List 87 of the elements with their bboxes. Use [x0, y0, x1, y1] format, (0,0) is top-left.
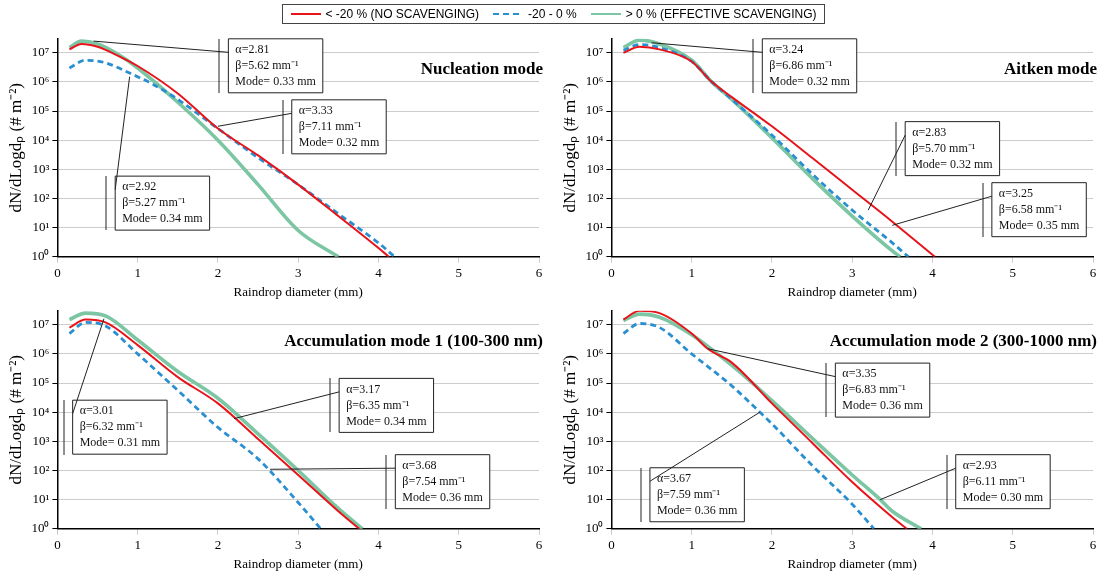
x-tick-label: 1 — [688, 537, 695, 553]
y-tick-label: 10⁰ — [585, 520, 604, 536]
x-axis-title: Raindrop diameter (mm) — [233, 283, 363, 299]
text: Accumulation mode 2 (300-1000 nm) — [829, 330, 1097, 350]
y-tick-label: 10¹ — [586, 491, 604, 507]
x-tick-label: 3 — [294, 537, 302, 553]
y-tick-label: 10⁴ — [31, 403, 50, 419]
y-tick-label: 10⁶ — [31, 345, 50, 361]
x-tick-label: 1 — [688, 265, 695, 281]
y-tick-label: 10³ — [586, 432, 604, 448]
x-tick-label: 5 — [455, 265, 462, 281]
y-axis-title: dN/dLogdₚ (# m⁻²) — [5, 83, 26, 213]
x-tick-label: 4 — [375, 265, 383, 281]
annotation: α=3.17 β=6.35 mm⁻¹ Mode= 0.34 mm — [346, 381, 428, 428]
x-tick-label: 5 — [455, 537, 462, 553]
x-tick-label: 2 — [768, 537, 776, 553]
y-tick-label: 10⁷ — [31, 316, 50, 332]
annotation: α=2.83 β=5.70 mm⁻¹ Mode= 0.32 mm — [912, 124, 994, 171]
y-tick-label: 10⁴ — [585, 403, 604, 419]
annotation: α=3.01 β=6.32 mm⁻¹ Mode= 0.31 mm — [79, 403, 161, 450]
y-tick-label: 10³ — [586, 160, 604, 176]
legend-label: -20 - 0 % — [527, 7, 577, 21]
x-tick-label: 1 — [134, 537, 141, 553]
annotation: α=3.68 β=7.54 mm⁻¹ Mode= 0.36 mm — [402, 457, 484, 504]
y-axis-title: dN/dLogdₚ (# m⁻²) — [5, 355, 26, 485]
y-tick-label: 10⁵ — [585, 102, 604, 118]
y-tick-label: 10¹ — [32, 491, 50, 507]
x-tick-label: 3 — [294, 265, 302, 281]
y-tick-label: 10¹ — [32, 219, 50, 235]
x-tick-label: 4 — [929, 537, 937, 553]
y-tick-label: 10⁷ — [585, 44, 604, 60]
legend-label: > 0 % (EFFECTIVE SCAVENGING) — [625, 7, 817, 21]
y-tick-label: 10⁰ — [31, 248, 50, 264]
y-tick-label: 10² — [586, 189, 604, 205]
x-tick-label: 3 — [848, 265, 856, 281]
x-tick-label: 1 — [134, 265, 141, 281]
text: Accumulation mode 1 (100-300 nm) — [284, 330, 543, 350]
x-tick-label: 0 — [608, 265, 615, 281]
x-tick-label: 0 — [54, 265, 61, 281]
annotation: α=3.33 β=7.11 mm⁻¹ Mode= 0.32 mm — [298, 103, 380, 149]
x-tick-label: 0 — [54, 537, 61, 553]
x-tick-label: 5 — [1009, 265, 1016, 281]
y-axis-title: dN/dLogdₚ (# m⁻²) — [559, 83, 580, 213]
annotation: α=2.92 β=5.27 mm⁻¹ Mode= 0.34 mm — [122, 179, 204, 226]
y-tick-label: 10⁰ — [31, 520, 50, 536]
y-tick-label: 10⁵ — [585, 374, 604, 390]
annotation: α=2.81 β=5.62 mm⁻¹ Mode= 0.33 mm — [235, 41, 317, 88]
annotation: α=2.93 β=6.11 mm⁻¹ Mode= 0.30 mm — [962, 457, 1044, 504]
x-tick-label: 6 — [535, 265, 543, 281]
annotation: α=3.67 β=7.59 mm⁻¹ Mode= 0.36 mm — [656, 470, 739, 517]
x-tick-label: 2 — [768, 265, 776, 281]
x-tick-label: 3 — [848, 537, 856, 553]
annotation: α=3.24 β=6.86 mm⁻¹ Mode= 0.32 mm — [769, 41, 851, 88]
y-tick-label: 10⁷ — [585, 316, 604, 332]
y-tick-label: 10² — [586, 461, 604, 477]
x-tick-label: 2 — [214, 537, 222, 553]
x-tick-label: 4 — [929, 265, 937, 281]
y-tick-label: 10⁶ — [585, 73, 604, 89]
x-axis-title: Raindrop diameter (mm) — [787, 555, 917, 571]
y-tick-label: 10⁵ — [31, 374, 50, 390]
y-tick-label: 10² — [32, 461, 50, 477]
y-tick-label: 10¹ — [586, 219, 604, 235]
text: Aitken mode — [1003, 58, 1098, 78]
x-tick-label: 6 — [1089, 265, 1097, 281]
y-tick-label: 10² — [32, 189, 50, 205]
text: Nucleation mode — [420, 58, 544, 78]
x-tick-label: 0 — [608, 537, 615, 553]
y-tick-label: 10⁷ — [31, 44, 50, 60]
x-tick-label: 4 — [375, 537, 383, 553]
x-axis-title: Raindrop diameter (mm) — [787, 283, 917, 299]
annotation: α=3.25 β=6.58 mm⁻¹ Mode= 0.35 mm — [998, 185, 1080, 232]
x-tick-label: 2 — [214, 265, 222, 281]
y-tick-label: 10⁶ — [585, 345, 604, 361]
x-tick-label: 5 — [1009, 537, 1016, 553]
annotation: α=3.35 β=6.83 mm⁻¹ Mode= 0.36 mm — [842, 366, 924, 413]
y-tick-label: 10⁰ — [585, 248, 604, 264]
y-tick-label: 10³ — [32, 160, 50, 176]
y-tick-label: 10⁴ — [31, 131, 50, 147]
y-tick-label: 10⁵ — [31, 102, 50, 118]
y-axis-title: dN/dLogdₚ (# m⁻²) — [559, 355, 580, 485]
y-tick-label: 10⁶ — [31, 73, 50, 89]
legend-label: < -20 % (NO SCAVENGING) — [325, 7, 479, 21]
x-tick-label: 6 — [1089, 537, 1097, 553]
x-axis-title: Raindrop diameter (mm) — [233, 555, 363, 571]
y-tick-label: 10³ — [32, 432, 50, 448]
x-tick-label: 6 — [535, 537, 543, 553]
y-tick-label: 10⁴ — [585, 131, 604, 147]
